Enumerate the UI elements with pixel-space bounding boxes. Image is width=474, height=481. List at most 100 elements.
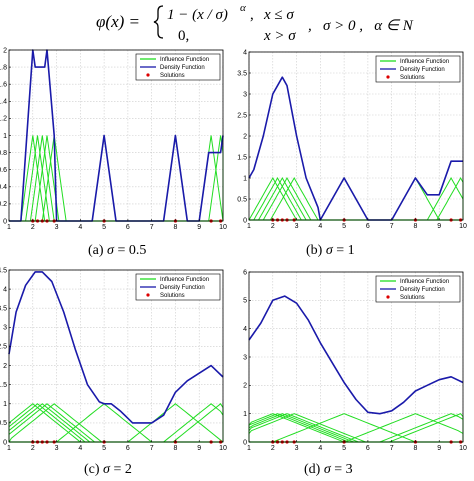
y-tick-label: 0: [3, 439, 7, 446]
x-tick-label: 2: [31, 224, 35, 231]
y-tick-label: 0.5: [237, 196, 247, 203]
caption-b: (b) σ = 1: [306, 243, 355, 259]
caption-a-value: = 0.5: [117, 243, 147, 258]
legend-label: Density Function: [400, 287, 445, 293]
x-tick-label: 1: [7, 224, 11, 231]
caption-c-sigma: σ: [103, 462, 110, 477]
x-tick-label: 8: [413, 445, 417, 452]
influence-line: [262, 176, 312, 221]
influence-line: [248, 413, 366, 443]
legend: Influence Function Density Function Soluti…: [375, 55, 461, 83]
y-tick-label: 0.2: [0, 201, 7, 208]
influence-line: [20, 135, 46, 222]
y-tick-label: 1: [243, 175, 247, 182]
formula-lhs: φ(x) =: [96, 12, 140, 31]
y-tick-label: 4: [243, 49, 247, 56]
legend: Influence Function Density Function Soluti…: [135, 53, 221, 81]
influence-line: [8, 403, 103, 443]
caption-a-label: (a): [88, 243, 104, 258]
y-tick-label: 1.4: [0, 99, 7, 106]
y-tick-label: 2.5: [237, 112, 247, 119]
caption-c-label: (c): [84, 462, 100, 477]
influence-line: [343, 413, 464, 443]
y-tick-label: 2: [3, 363, 7, 370]
y-tick-label: 0: [243, 217, 247, 224]
plot-frame: [8, 269, 224, 443]
legend-label: Density Function: [400, 67, 445, 73]
caption-b-value: = 1: [336, 243, 355, 258]
y-tick-label: 0: [243, 439, 247, 446]
x-tick-label: 5: [102, 445, 106, 452]
x-tick-label: 6: [366, 223, 370, 230]
density-line: [8, 271, 224, 424]
x-tick-label: 4: [78, 224, 82, 231]
x-tick-label: 3: [55, 224, 59, 231]
x-tick-label: 4: [78, 445, 82, 452]
formula-case1-comma: ,: [250, 7, 254, 23]
influence-line: [8, 403, 91, 443]
caption-a-sigma: σ: [107, 243, 114, 258]
caption-d: (d) σ = 3: [304, 462, 353, 478]
y-tick-label: 3: [243, 91, 247, 98]
y-tick-label: 0.6: [0, 167, 7, 174]
x-tick-label: 7: [150, 445, 154, 452]
y-tick-label: 4: [3, 286, 7, 293]
x-tick-label: 5: [102, 224, 106, 231]
chart-panel-b: 1 2 3 4 5 6 7 8 9 10 0 0.5 1 1.5 2 2.5 3 3.5 4 Influence Fu…: [237, 49, 467, 230]
formula: φ(x) = 1 − (x / σ) α , x ≤ σ 0, x > σ , …: [96, 2, 414, 44]
legend-swatch: [146, 293, 150, 297]
y-tick-label: 6: [243, 269, 247, 276]
x-tick-label: 7: [150, 224, 154, 231]
x-tick-label: 2: [271, 445, 275, 452]
x-tick-label: 6: [126, 445, 130, 452]
y-tick-label: 2.5: [0, 344, 7, 351]
caption-c-value: = 2: [113, 462, 132, 477]
influence-line: [253, 176, 302, 221]
y-tick-label: 2: [243, 133, 247, 140]
y-tick-label: 0: [3, 218, 7, 225]
density-line: [248, 295, 464, 415]
y-tick-label: 0.4: [0, 184, 7, 191]
x-tick-label: 9: [197, 445, 201, 452]
influence-line: [8, 403, 95, 443]
chart-panel-c: 1 2 3 4 5 6 7 8 9 10 0 0.5 1 1.5 2 2.5 3 3.5 4 4.5 Influence…: [0, 267, 227, 452]
x-tick-label: 3: [55, 445, 59, 452]
legend-label: Solutions: [160, 73, 185, 79]
legend-label: Influence Function: [160, 57, 209, 63]
x-tick-label: 9: [437, 223, 441, 230]
x-tick-label: 6: [126, 224, 130, 231]
influence-line: [34, 135, 60, 222]
formula-case1-exp: α: [240, 2, 246, 14]
x-tick-label: 10: [219, 224, 227, 231]
x-tick-label: 6: [366, 445, 370, 452]
caption-d-value: = 3: [334, 462, 353, 477]
caption-c: (c) σ = 2: [84, 462, 132, 478]
influence-line: [258, 176, 307, 221]
x-tick-label: 9: [197, 224, 201, 231]
y-tick-label: 1.5: [237, 154, 247, 161]
x-tick-label: 1: [247, 223, 251, 230]
x-tick-label: 5: [342, 445, 346, 452]
x-tick-label: 1: [7, 445, 11, 452]
x-tick-label: 8: [413, 223, 417, 230]
y-tick-label: 1: [3, 133, 7, 140]
influence-line: [248, 176, 298, 221]
legend-swatch: [386, 75, 390, 79]
x-tick-label: 5: [342, 223, 346, 230]
y-tick-label: 4.5: [0, 267, 7, 274]
y-tick-label: 2: [3, 47, 7, 54]
legend-label: Influence Function: [400, 59, 449, 65]
legend-label: Solutions: [160, 293, 185, 299]
legend-label: Density Function: [160, 285, 205, 291]
x-tick-label: 4: [318, 445, 322, 452]
legend-label: Influence Function: [160, 277, 209, 283]
influence-line: [127, 403, 224, 443]
y-tick-label: 3: [3, 325, 7, 332]
y-tick-label: 3.5: [237, 70, 247, 77]
x-tick-label: 7: [390, 223, 394, 230]
x-tick-label: 3: [295, 445, 299, 452]
y-tick-label: 2: [243, 383, 247, 390]
formula-case2-expr: 0,: [178, 28, 189, 44]
legend-swatch: [386, 295, 390, 299]
legend: Influence Function Density Function Soluti…: [135, 273, 221, 301]
